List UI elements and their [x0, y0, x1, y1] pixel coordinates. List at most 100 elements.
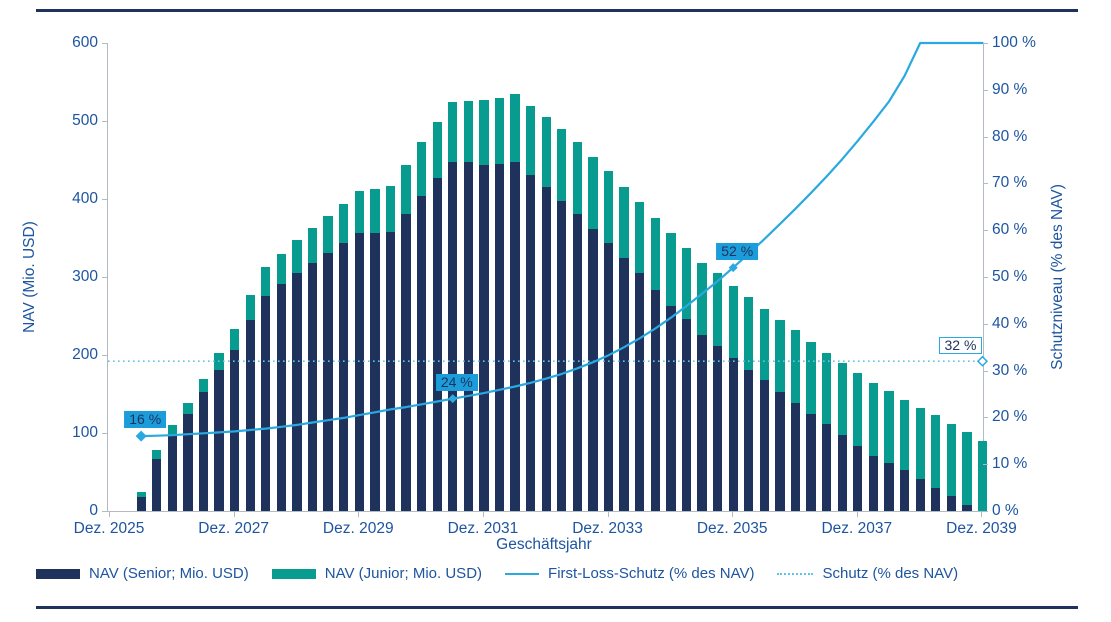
- stacked-bar: [775, 319, 785, 511]
- senior-segment: [572, 213, 583, 511]
- stacked-bar: [479, 100, 489, 511]
- senior-segment: [619, 258, 629, 511]
- stacked-bar: [837, 362, 847, 511]
- y-left-tick: [102, 277, 107, 278]
- senior-segment: [666, 305, 676, 511]
- x-axis-tick-label: Dez. 2037: [821, 520, 893, 537]
- stacked-bar: [136, 491, 146, 511]
- senior-segment: [728, 358, 738, 511]
- bottom-divider: [36, 606, 1078, 609]
- top-divider: [36, 9, 1078, 12]
- senior-segment: [245, 319, 255, 511]
- stacked-bar: [806, 341, 816, 511]
- junior-segment: [603, 170, 614, 243]
- senior-segment: [915, 479, 925, 511]
- senior-segment: [541, 186, 551, 511]
- senior-segment: [744, 369, 754, 511]
- stacked-bar: [276, 253, 287, 511]
- junior-segment: [728, 286, 738, 359]
- senior-segment: [837, 435, 847, 511]
- senior-segment: [775, 391, 785, 511]
- stacked-bar: [541, 117, 551, 511]
- junior-segment: [198, 379, 209, 392]
- junior-segment: [479, 100, 489, 165]
- stacked-bar: [354, 191, 364, 511]
- junior-segment: [650, 217, 660, 290]
- stacked-bar: [822, 352, 832, 511]
- stacked-bar: [853, 373, 863, 511]
- stacked-bar: [868, 383, 879, 511]
- stacked-bar: [977, 440, 988, 511]
- senior-segment: [152, 458, 162, 511]
- x-axis-tick: [358, 512, 360, 517]
- x-axis-tick: [732, 512, 734, 517]
- stacked-bar: [167, 425, 177, 511]
- senior-segment: [650, 289, 660, 511]
- junior-segment: [806, 341, 816, 415]
- senior-segment: [681, 319, 692, 511]
- junior-segment: [526, 106, 536, 175]
- senior-segment: [962, 504, 972, 511]
- senior-segment: [635, 273, 645, 511]
- junior-segment: [510, 93, 520, 162]
- stacked-bar: [448, 101, 458, 511]
- junior-segment: [744, 297, 754, 370]
- stacked-bar: [323, 216, 333, 511]
- junior-segment: [946, 424, 956, 497]
- legend-label: NAV (Junior; Mio. USD): [324, 565, 483, 582]
- junior-segment: [619, 186, 629, 259]
- plot-area: 16 % 24 % 52 % 32 %: [107, 41, 989, 512]
- y-right-tick-label: 100 %: [992, 34, 1036, 51]
- stacked-bar: [510, 93, 520, 511]
- legend-item-nav-junior: NAV (Junior; Mio. USD): [271, 565, 483, 582]
- junior-segment: [962, 431, 972, 505]
- senior-segment: [603, 242, 614, 511]
- senior-segment: [712, 346, 723, 511]
- junior-segment: [572, 142, 583, 214]
- y-right-tick: [983, 136, 988, 138]
- data-label: 24 %: [435, 373, 478, 391]
- y-right-tick: [983, 370, 988, 372]
- junior-segment: [323, 216, 333, 253]
- stacked-bar: [962, 431, 972, 511]
- y-right-tick: [983, 464, 988, 466]
- stacked-bar: [603, 170, 614, 511]
- stacked-bar: [401, 164, 411, 511]
- junior-segment: [354, 191, 364, 234]
- x-axis-tick: [482, 512, 484, 517]
- stacked-bar: [697, 262, 707, 511]
- junior-segment: [837, 362, 847, 436]
- senior-segment: [416, 195, 427, 511]
- stacked-bar: [370, 188, 380, 511]
- y-right-tick: [983, 230, 988, 232]
- junior-segment: [557, 128, 567, 201]
- stacked-bar: [307, 227, 318, 511]
- junior-segment: [152, 450, 162, 459]
- y-right-tick: [983, 511, 988, 512]
- line-swatch-icon: [505, 572, 540, 575]
- stacked-bar: [650, 217, 660, 511]
- legend-label: Schutz (% des NAV): [822, 565, 959, 582]
- senior-segment: [759, 380, 770, 511]
- junior-segment: [416, 142, 427, 196]
- y-left-tick: [102, 199, 107, 200]
- y-right-tick-label: 50 %: [992, 268, 1028, 285]
- x-axis-tick-label: Dez. 2031: [447, 520, 519, 537]
- stacked-bar: [884, 390, 894, 511]
- senior-segment: [946, 496, 956, 511]
- line-point-marker: [448, 394, 458, 404]
- y-right-tick-label: 20 %: [992, 408, 1028, 426]
- junior-segment: [868, 383, 879, 456]
- x-axis-tick-label: Dez. 2033: [572, 520, 643, 537]
- y-right-tick-label: 60 %: [992, 221, 1028, 239]
- y-right-axis-title: Schutzniveau (% des NAV): [1049, 184, 1066, 370]
- senior-segment: [432, 177, 442, 511]
- junior-segment: [697, 262, 707, 335]
- junior-segment: [432, 121, 442, 178]
- junior-segment: [167, 425, 177, 436]
- senior-segment: [354, 233, 364, 511]
- stacked-bar: [432, 121, 442, 511]
- annotation-layer: 16 % 24 % 52 % 32 %: [108, 43, 983, 511]
- y-left-tick-label: 600: [72, 34, 98, 51]
- stacked-bar: [744, 297, 754, 511]
